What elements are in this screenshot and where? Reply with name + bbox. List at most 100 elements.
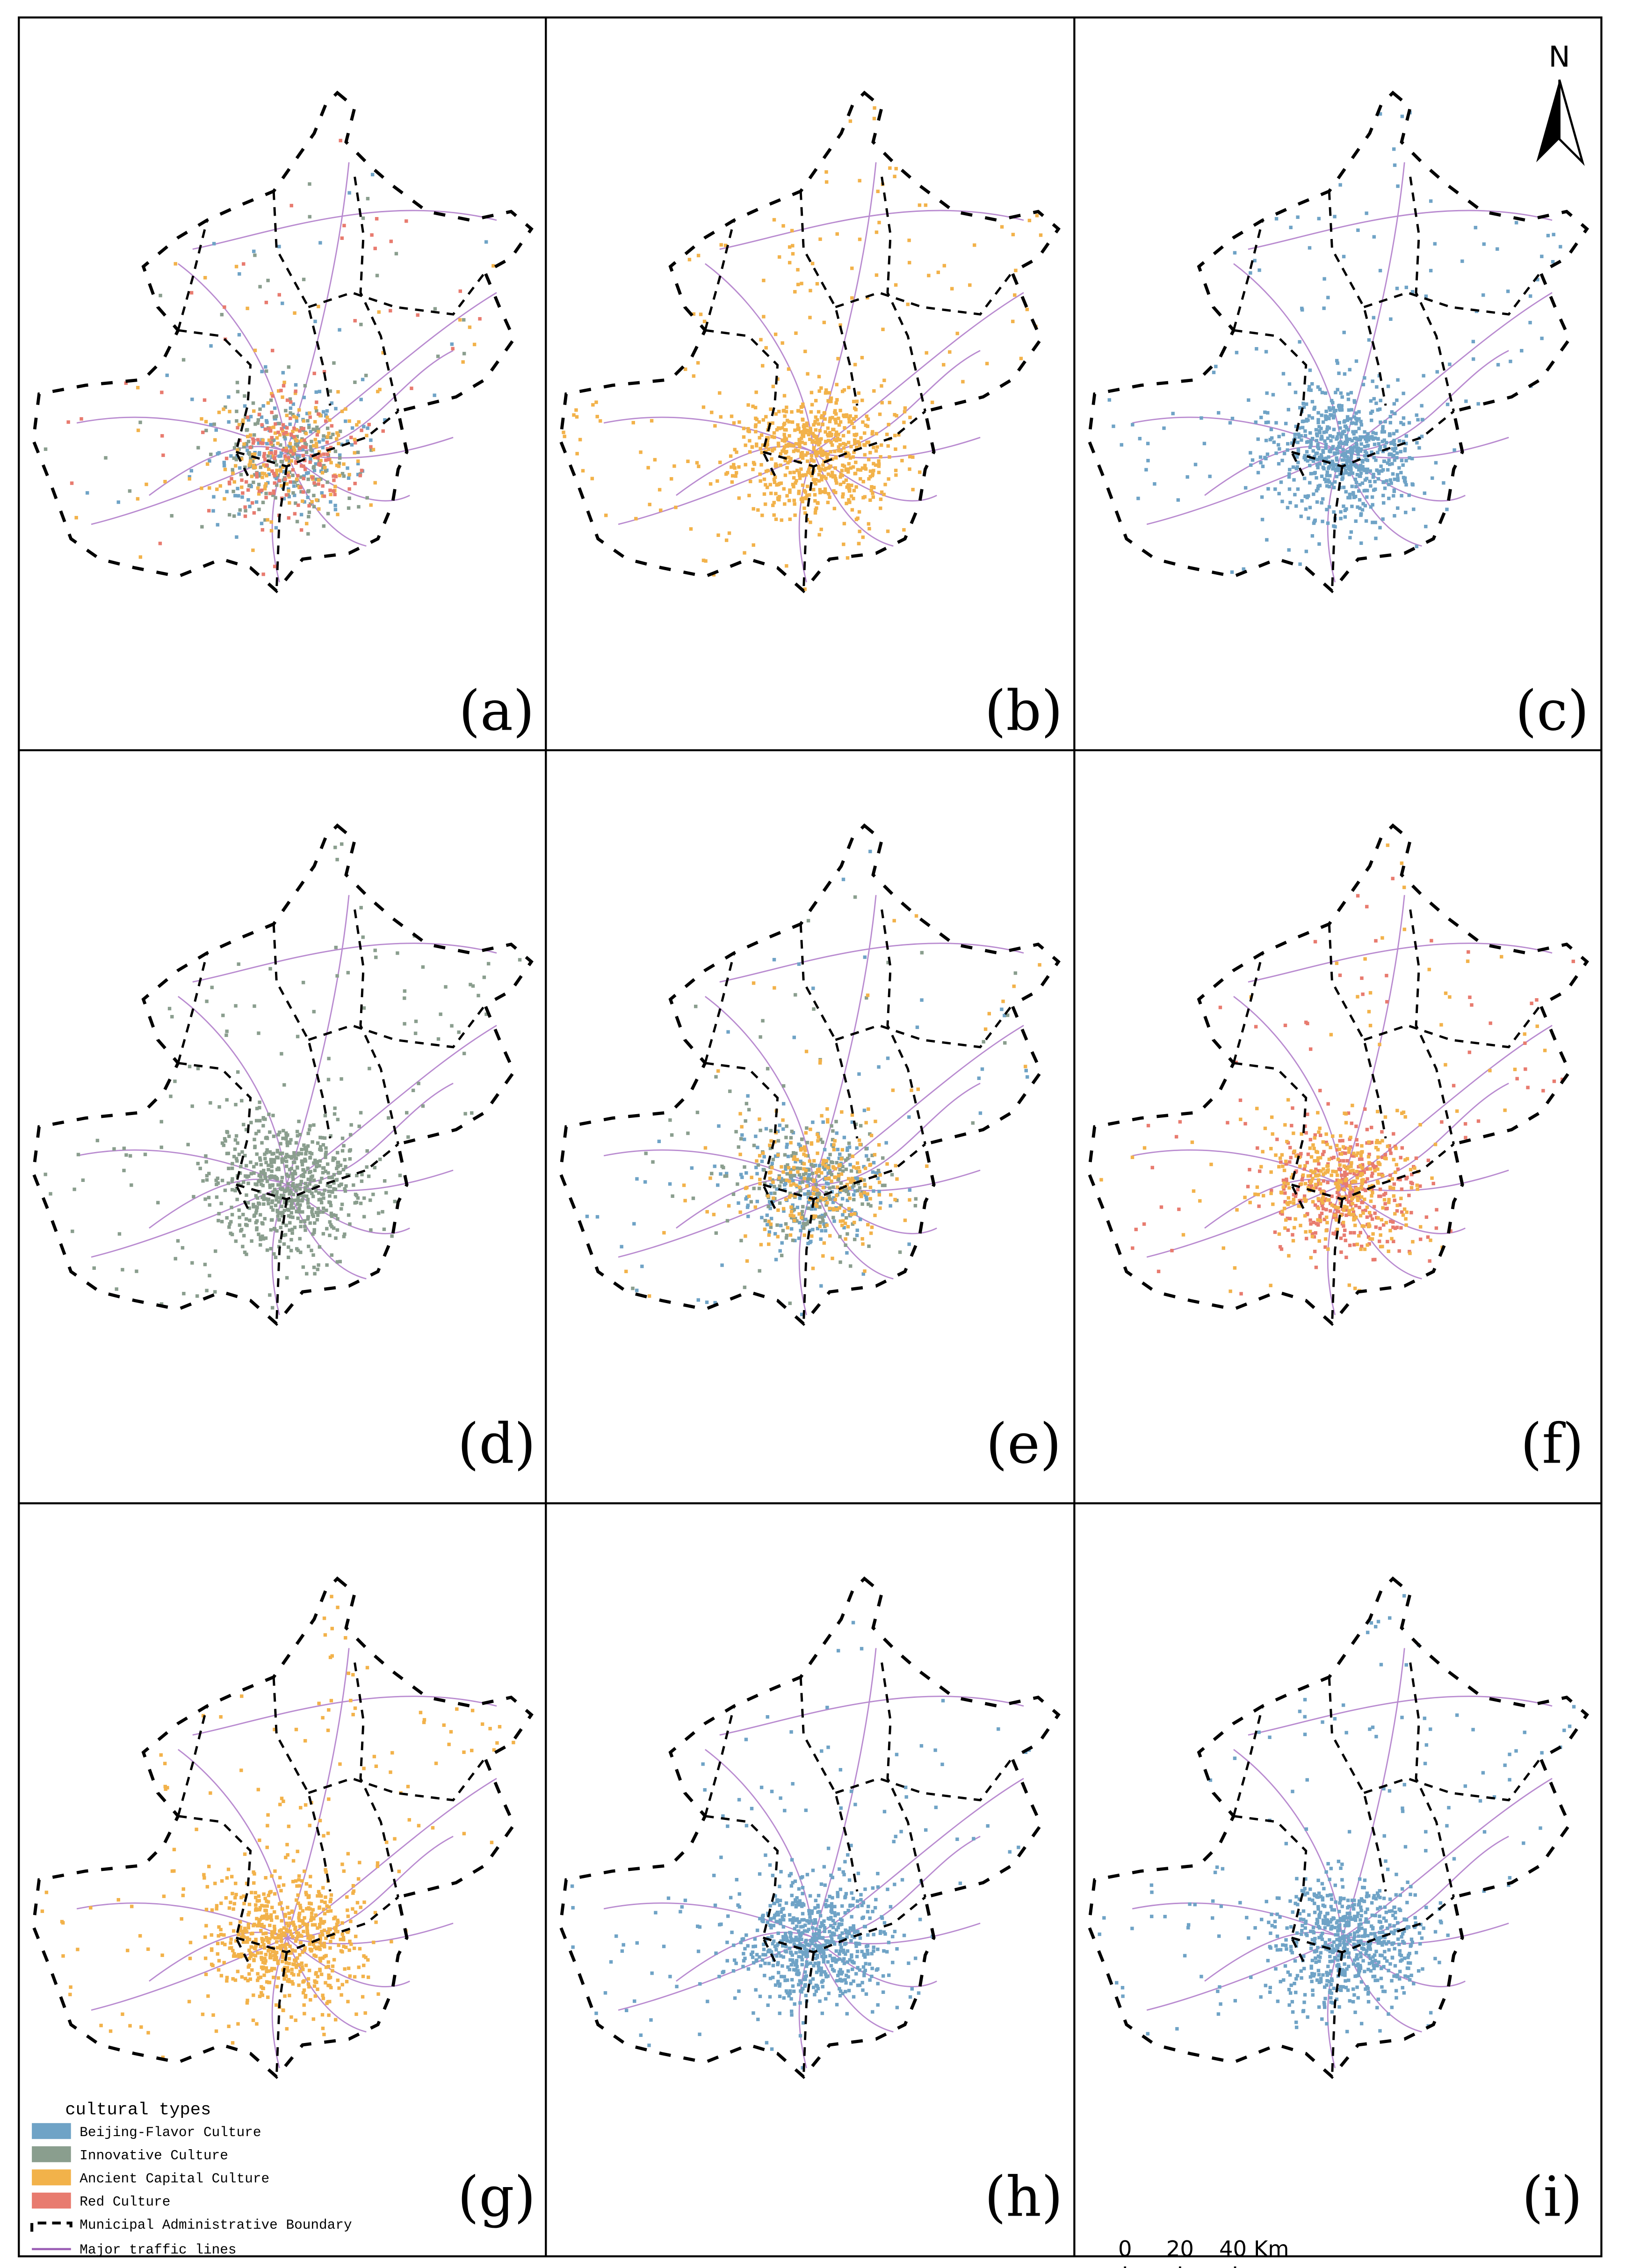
- poi-dot: [714, 1075, 718, 1079]
- poi-dot: [1366, 1243, 1369, 1247]
- poi-dot: [332, 361, 336, 365]
- poi-dot: [739, 1239, 743, 1243]
- poi-dot: [874, 432, 878, 435]
- poi-dot: [240, 1099, 244, 1103]
- poi-dot: [852, 1184, 856, 1188]
- poi-dot: [767, 1200, 772, 1203]
- poi-dot: [1360, 1201, 1364, 1204]
- poi-dot: [347, 506, 351, 510]
- poi-dot: [911, 455, 915, 459]
- poi-dot: [288, 422, 292, 426]
- poi-dot: [290, 1172, 294, 1176]
- traffic-line: [149, 1178, 287, 1229]
- poi-dot: [765, 1223, 769, 1227]
- poi-dot: [788, 434, 791, 438]
- poi-dot: [333, 449, 338, 453]
- poi-dot: [290, 1231, 294, 1235]
- poi-dot: [780, 1254, 784, 1257]
- poi-dot: [771, 384, 775, 388]
- poi-dot: [1315, 1174, 1319, 1178]
- poi-dot: [869, 1231, 873, 1235]
- poi-dot: [833, 409, 837, 413]
- poi-dot: [1246, 1185, 1250, 1188]
- poi-dot: [858, 529, 861, 533]
- poi-dot: [712, 1212, 716, 1217]
- poi-dot: [865, 1154, 868, 1158]
- poi-dot: [1200, 416, 1203, 420]
- poi-dot: [871, 492, 874, 495]
- poi-dot: [255, 1219, 259, 1223]
- poi-dot: [1352, 1217, 1356, 1221]
- poi-dot: [264, 492, 268, 495]
- poi-dot: [269, 1228, 273, 1232]
- poi-dot: [293, 1160, 296, 1164]
- poi-dot: [236, 390, 240, 394]
- poi-dot: [274, 526, 278, 530]
- poi-dot: [1514, 221, 1518, 225]
- poi-dot: [1311, 1143, 1315, 1147]
- poi-dot: [245, 2001, 249, 2005]
- poi-dot: [1343, 515, 1347, 519]
- poi-dot: [249, 414, 253, 419]
- poi-dot: [457, 1030, 461, 1034]
- poi-dot: [801, 456, 805, 460]
- poi-dot: [1325, 507, 1329, 512]
- poi-dot: [1357, 489, 1361, 493]
- poi-dot: [1420, 404, 1424, 408]
- poi-dot: [1372, 316, 1376, 319]
- traffic-line: [813, 451, 894, 547]
- poi-dot: [212, 495, 216, 499]
- poi-dot: [894, 447, 897, 451]
- poi-dot: [783, 1153, 787, 1157]
- poi-dot: [289, 400, 293, 404]
- poi-dot: [1383, 486, 1387, 490]
- poi-dot: [330, 1175, 334, 1180]
- poi-dot: [257, 1894, 261, 1898]
- poi-dot: [1302, 405, 1306, 409]
- poi-dot: [280, 1204, 284, 1209]
- poi-dot: [257, 489, 261, 493]
- poi-dot: [285, 482, 289, 486]
- poi-dot: [744, 1119, 747, 1123]
- poi-dot: [1299, 434, 1303, 438]
- poi-dot: [1319, 457, 1323, 461]
- poi-dot: [800, 1312, 804, 1316]
- poi-dot: [362, 425, 366, 428]
- poi-dot: [1309, 388, 1313, 392]
- poi-dot: [1134, 1227, 1138, 1232]
- poi-dot: [243, 1250, 247, 1254]
- poi-dot: [1360, 508, 1365, 512]
- poi-dot: [320, 1136, 325, 1140]
- poi-dot: [1358, 1205, 1361, 1210]
- poi-dot: [1309, 1256, 1313, 1260]
- poi-dot: [840, 469, 844, 472]
- poi-dot: [1327, 455, 1330, 459]
- poi-dot: [276, 1196, 280, 1200]
- poi-dot: [270, 1874, 274, 1878]
- poi-dot: [269, 520, 273, 524]
- poi-dot: [257, 483, 261, 486]
- poi-dot: [852, 1179, 856, 1183]
- poi-dot: [299, 1906, 303, 1910]
- poi-dot: [1404, 459, 1408, 463]
- poi-dot: [777, 410, 781, 413]
- poi-dot: [360, 469, 364, 472]
- poi-dot: [1380, 469, 1384, 473]
- poi-dot: [1352, 1215, 1356, 1219]
- poi-dot: [253, 348, 257, 352]
- poi-dot: [820, 1114, 824, 1118]
- poi-dot: [860, 466, 865, 470]
- poi-dot: [1292, 478, 1296, 482]
- poi-dot: [826, 1196, 830, 1199]
- poi-dot: [1415, 1183, 1419, 1187]
- poi-dot: [237, 1208, 241, 1212]
- poi-dot: [1315, 457, 1320, 462]
- poi-dot: [305, 1184, 309, 1188]
- poi-dot: [802, 1233, 806, 1237]
- poi-dot: [1383, 444, 1387, 449]
- poi-dot: [207, 486, 211, 490]
- poi-dot: [205, 1178, 209, 1182]
- poi-dot: [1398, 1203, 1402, 1207]
- poi-dot: [321, 1232, 325, 1236]
- district-boundary: [1291, 1143, 1455, 1201]
